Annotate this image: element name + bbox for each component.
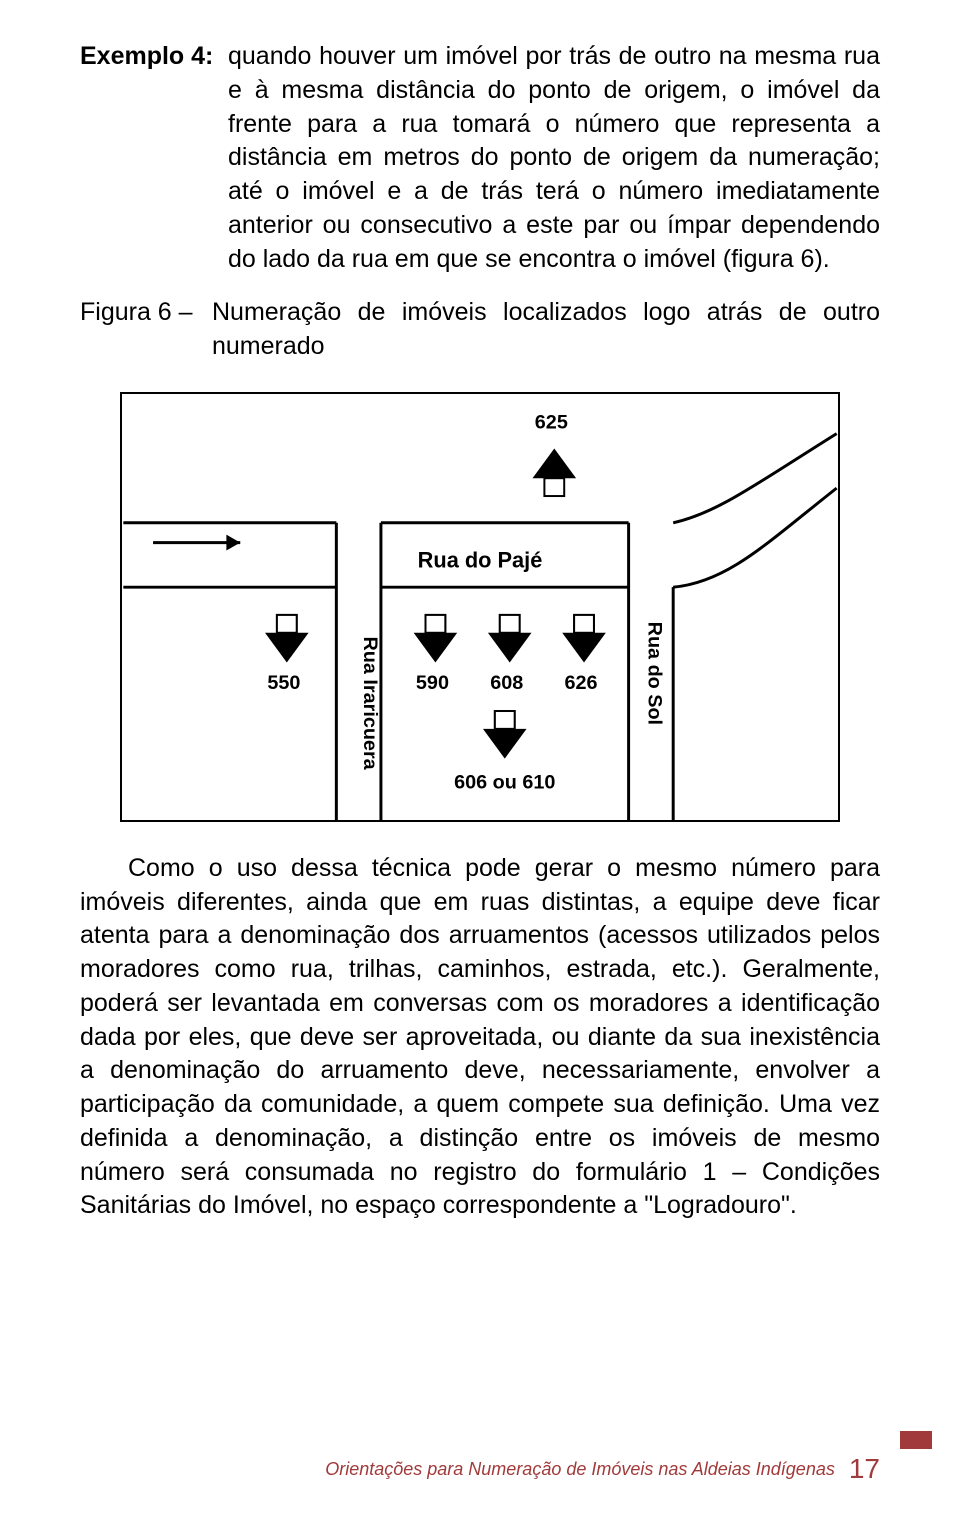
figure-caption: Numeração de imóveis localizados logo at…: [212, 296, 880, 364]
svg-text:625: 625: [535, 411, 568, 433]
body-paragraph: Como o uso dessa técnica pode gerar o me…: [80, 852, 880, 1223]
example-label: Exemplo 4:: [80, 40, 228, 276]
figure-label: Figura 6 –: [80, 296, 212, 364]
svg-text:606 ou 610: 606 ou 610: [454, 771, 555, 793]
svg-text:608: 608: [490, 672, 523, 694]
page-number: 17: [849, 1453, 880, 1485]
figure-caption-block: Figura 6 – Numeração de imóveis localiza…: [80, 296, 880, 364]
footer-decoration: [900, 1431, 932, 1449]
svg-text:Rua do Sol: Rua do Sol: [643, 621, 665, 724]
svg-text:Rua do Pajé: Rua do Pajé: [418, 547, 543, 572]
footer-title: Orientações para Numeração de Imóveis na…: [325, 1459, 835, 1480]
svg-text:590: 590: [416, 672, 449, 694]
svg-text:550: 550: [267, 672, 300, 694]
svg-text:Rua Iraricuera: Rua Iraricuera: [359, 636, 381, 770]
example-block: Exemplo 4: quando houver um imóvel por t…: [80, 40, 880, 276]
page-footer: Orientações para Numeração de Imóveis na…: [325, 1453, 880, 1485]
street-map-svg: Rua do Pajé Rua Iraricuera Rua do Sol 625 55…: [122, 394, 838, 820]
svg-text:626: 626: [565, 672, 598, 694]
example-text: quando houver um imóvel por trás de outr…: [228, 40, 880, 276]
figure-diagram: Rua do Pajé Rua Iraricuera Rua do Sol 625 55…: [120, 392, 840, 822]
